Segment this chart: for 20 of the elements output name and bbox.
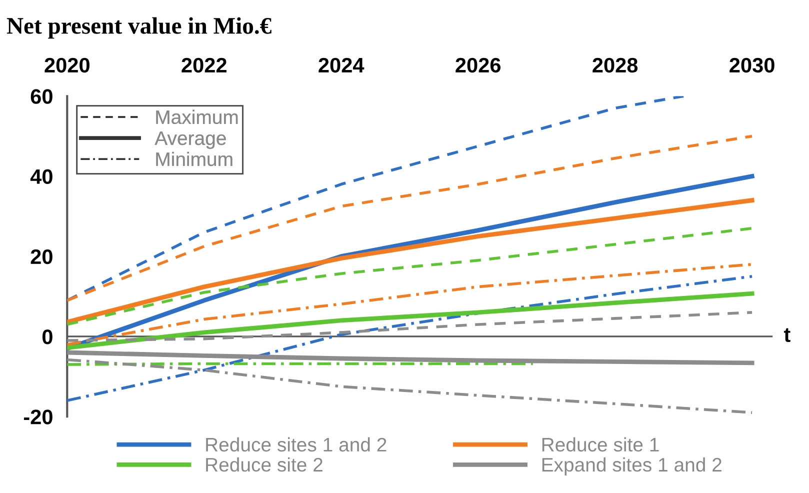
y-tick-label: 60 [30, 89, 52, 104]
x-tick-label: 2020 [44, 58, 90, 73]
x-tick-label: 2028 [592, 58, 638, 73]
legend-label: Reduce site 2 [206, 457, 322, 472]
y-tick-label: 20 [30, 249, 52, 264]
y-tick-label: -20 [24, 410, 52, 424]
annotation: Average [154, 132, 226, 149]
x-tick-label: 2022 [182, 58, 226, 73]
ref-line-label: t [784, 328, 790, 342]
x-tick-label: 2024 [318, 58, 364, 73]
legend-label: Reduce sites 1 and 2 [206, 437, 386, 452]
legend-label: Expand sites 1 and 2 [542, 457, 722, 476]
annotation: Minimum [156, 152, 232, 166]
x-tick-label: 2030 [730, 58, 774, 73]
annotation: Maximum [156, 110, 238, 124]
y-tick-label: 40 [30, 169, 52, 184]
y-tick-label: 0 [42, 329, 52, 344]
x-tick-label: 2026 [456, 58, 501, 73]
legend-label: Reduce site 1 [542, 437, 659, 452]
chart-title: Net present value in Mio.€ [6, 17, 272, 39]
